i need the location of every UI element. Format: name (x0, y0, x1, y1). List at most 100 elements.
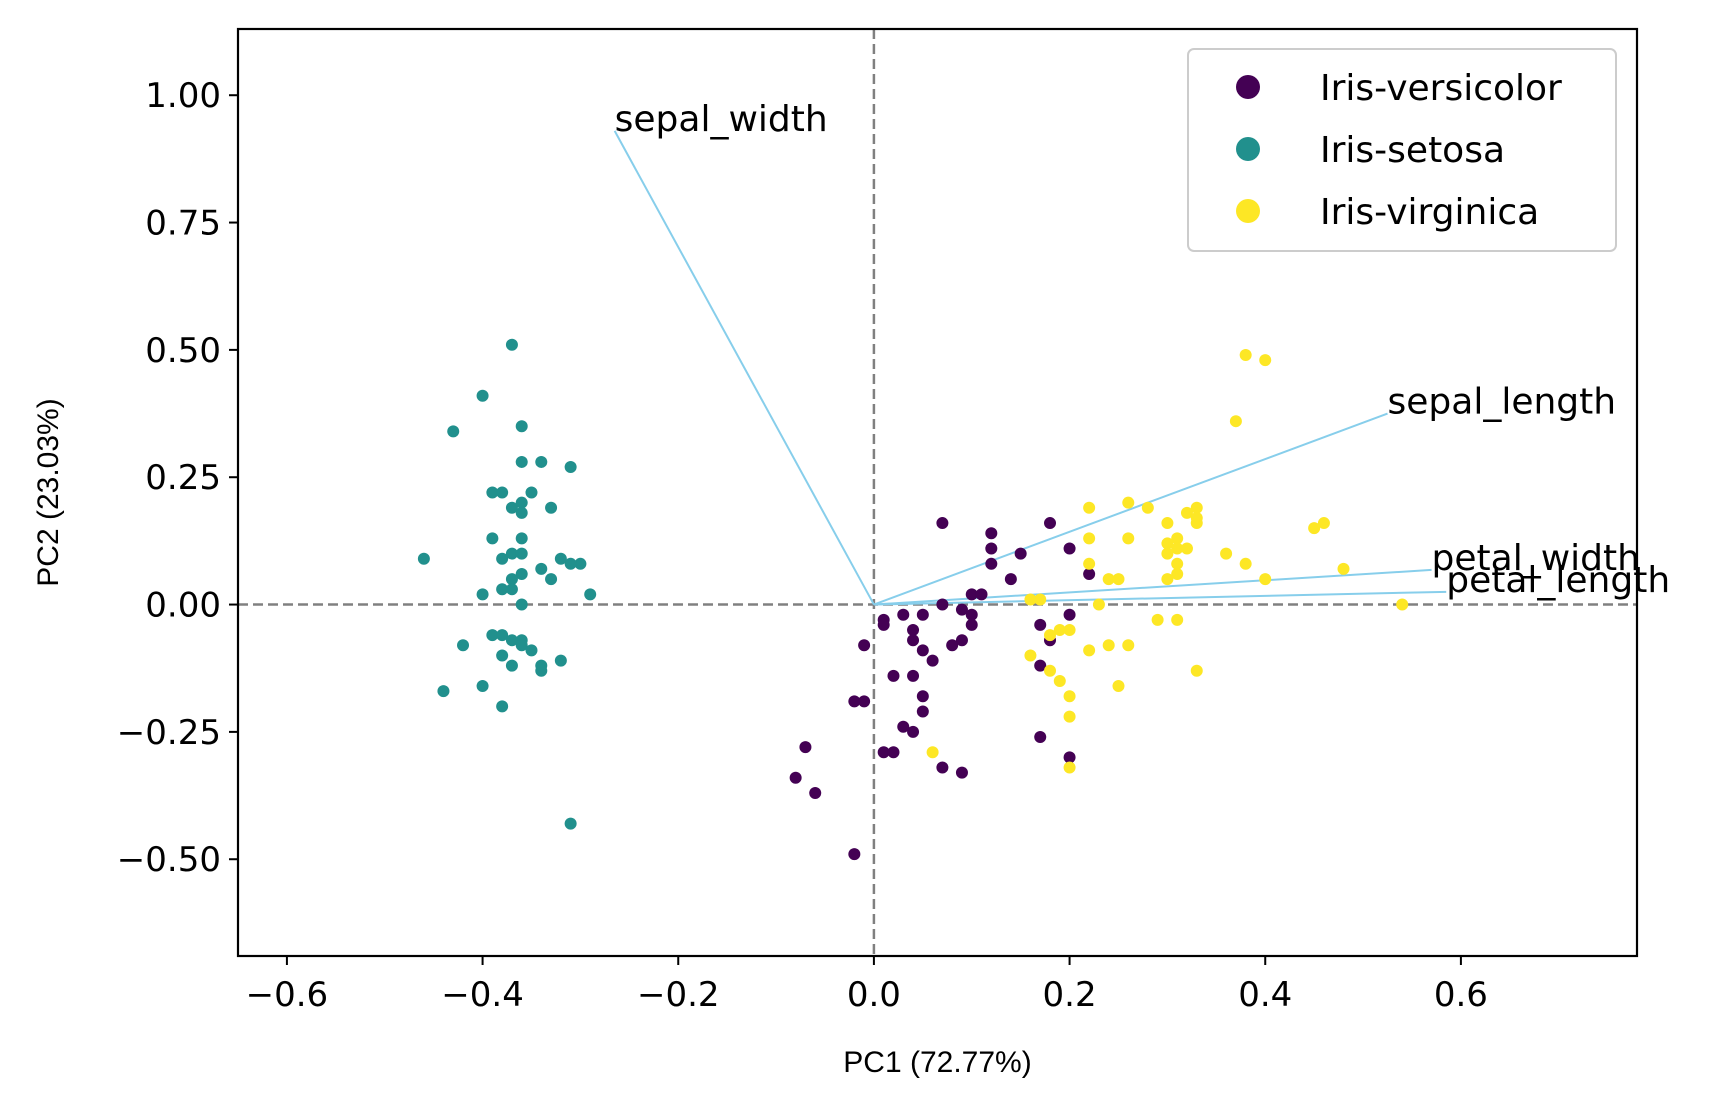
data-point (447, 425, 460, 438)
data-point (955, 766, 968, 779)
loading-label-sepal-width: sepal_width (615, 99, 828, 140)
series-iris-setosa (417, 338, 597, 830)
series-iris-virginica (926, 348, 1409, 774)
data-point (1122, 496, 1135, 509)
data-point (515, 506, 528, 519)
data-point (515, 567, 528, 580)
data-point (515, 598, 528, 611)
data-point (554, 654, 567, 667)
series-iris-versicolor (789, 517, 1096, 861)
data-point (946, 639, 959, 652)
data-point (496, 649, 509, 662)
loading-labels: sepal_width sepal_length petal_widthpetal_… (615, 99, 1671, 601)
data-point (505, 634, 518, 647)
data-point (1122, 532, 1135, 545)
data-point (955, 603, 968, 616)
data-point (955, 634, 968, 647)
data-point (965, 618, 978, 631)
legend: Iris-versicolor Iris-setosa Iris-virginica (1187, 48, 1617, 252)
x-tick-label: −0.2 (637, 975, 720, 1015)
data-point (1112, 680, 1125, 693)
data-point (887, 746, 900, 759)
legend-label: Iris-versicolor (1320, 68, 1562, 109)
data-point (1102, 639, 1115, 652)
data-point (1034, 659, 1047, 672)
data-point (515, 547, 528, 560)
data-point (545, 501, 558, 514)
data-point (574, 557, 587, 570)
data-point (907, 669, 920, 682)
legend-label: Iris-setosa (1320, 130, 1505, 171)
y-tick-label: 0.50 (145, 331, 221, 371)
data-point (496, 629, 509, 642)
data-point (926, 654, 939, 667)
data-point (916, 644, 929, 657)
data-point (1122, 639, 1135, 652)
data-point (545, 573, 558, 586)
data-point (1161, 547, 1174, 560)
data-point (535, 562, 548, 575)
data-point (1259, 354, 1272, 367)
data-point (858, 695, 871, 708)
data-point (907, 634, 920, 647)
data-point (554, 552, 567, 565)
x-axis-title: PC1 (72.77%) (843, 1046, 1031, 1079)
data-point (1053, 674, 1066, 687)
data-point (1337, 562, 1350, 575)
x-tick-label: 0.2 (1043, 975, 1097, 1015)
data-point (564, 461, 577, 474)
data-point (1063, 624, 1076, 637)
data-point (505, 659, 518, 672)
data-point (789, 771, 802, 784)
data-point (965, 608, 978, 621)
data-point (1190, 501, 1203, 514)
data-point (496, 700, 509, 713)
data-point (907, 725, 920, 738)
loading-vector-petal-width (873, 568, 1432, 606)
data-point (476, 680, 489, 693)
data-point (1171, 542, 1184, 555)
data-point (1239, 348, 1252, 361)
data-point (1092, 598, 1105, 611)
data-point (897, 608, 910, 621)
data-point (1161, 517, 1174, 530)
x-tick-label: 0.0 (847, 975, 901, 1015)
data-point (515, 532, 528, 545)
y-axis-title: PC2 (23.03%) (32, 398, 65, 586)
data-point (1063, 608, 1076, 621)
data-point (1034, 730, 1047, 743)
data-point (1083, 557, 1096, 570)
data-point (564, 817, 577, 830)
loading-label-sepal-length: sepal_length (1388, 382, 1617, 423)
data-point (887, 669, 900, 682)
data-point (985, 557, 998, 570)
y-axis: −0.50 −0.25 0.00 0.25 0.50 0.75 1.00 (117, 76, 238, 880)
data-point (1180, 542, 1193, 555)
legend-box (1187, 48, 1617, 252)
data-point (1171, 532, 1184, 545)
data-point (1161, 537, 1174, 550)
loading-vector-sepal-width (613, 130, 875, 606)
data-point (437, 685, 450, 698)
data-point (1083, 644, 1096, 657)
data-point (1014, 547, 1027, 560)
data-point (1063, 710, 1076, 723)
data-point (809, 787, 822, 800)
data-point (1141, 501, 1154, 514)
legend-marker (1236, 199, 1260, 223)
data-point (496, 486, 509, 499)
data-point (525, 486, 538, 499)
x-tick-label: 0.6 (1434, 975, 1488, 1015)
data-point (496, 552, 509, 565)
data-point (858, 639, 871, 652)
data-point (1044, 664, 1057, 677)
data-point (1044, 629, 1057, 642)
data-point (525, 644, 538, 657)
data-point (1083, 567, 1096, 580)
data-point (564, 557, 577, 570)
data-point (1112, 573, 1125, 586)
plot-area: sepal_width sepal_length petal_widthpetal_… (236, 27, 1671, 958)
data-point (505, 573, 518, 586)
data-point (1190, 517, 1203, 530)
legend-item-iris-versicolor: Iris-versicolor (1236, 68, 1562, 109)
